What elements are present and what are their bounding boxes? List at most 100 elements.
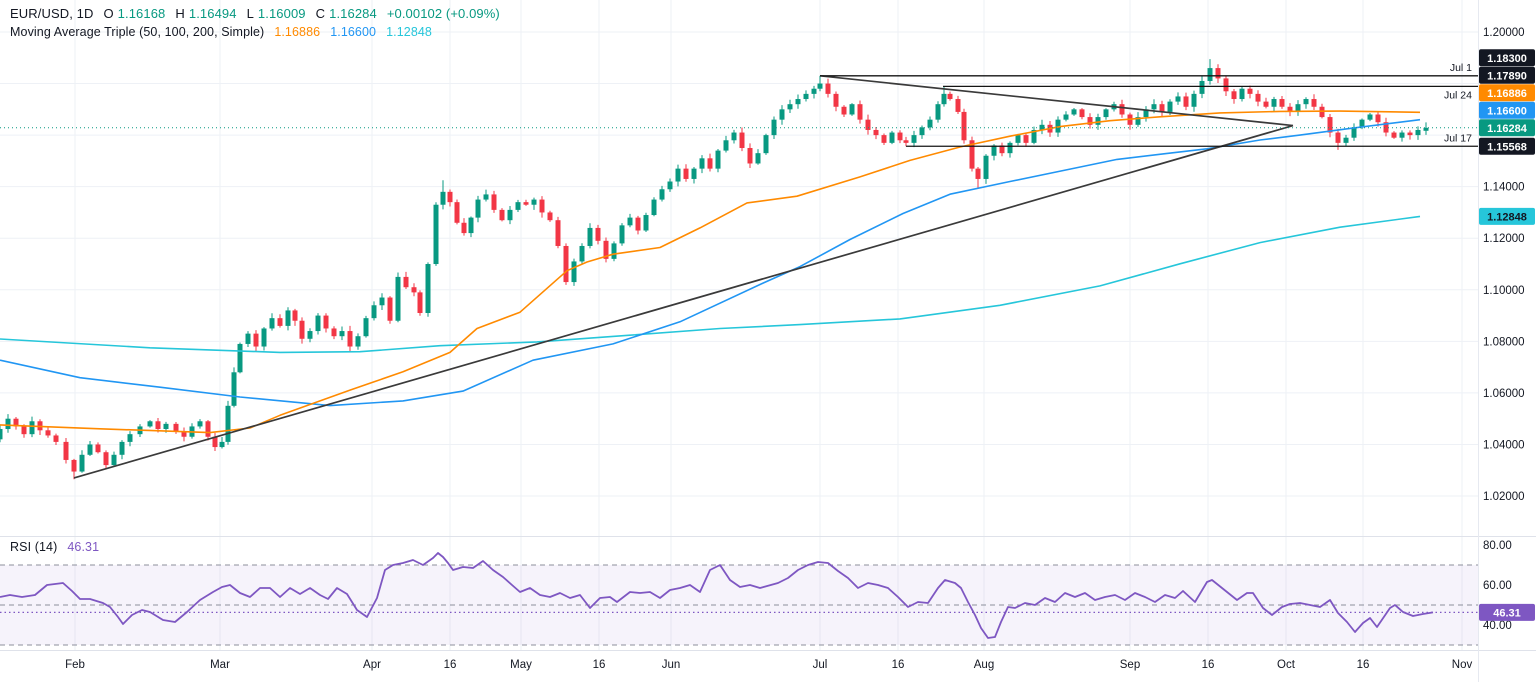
candle-body bbox=[1327, 117, 1333, 133]
price-tick-label: 1.14000 bbox=[1483, 182, 1525, 194]
level-date-label: Jul 24 bbox=[1444, 89, 1472, 101]
price-badge-value: 1.16886 bbox=[1487, 88, 1527, 100]
candle-body bbox=[71, 459, 77, 472]
candle-body bbox=[355, 336, 361, 347]
candle-body bbox=[1199, 80, 1205, 94]
candle-body bbox=[683, 168, 689, 179]
candle-body bbox=[425, 264, 431, 314]
ma200-value: 1.12848 bbox=[386, 25, 432, 39]
candle-body bbox=[417, 292, 423, 314]
candle-body bbox=[1303, 99, 1309, 105]
candle-body bbox=[1151, 104, 1157, 110]
ma-legend[interactable]: Moving Average Triple (50, 100, 200, Sim… bbox=[10, 25, 436, 39]
candle-body bbox=[173, 423, 179, 432]
ma50-value: 1.16886 bbox=[274, 25, 321, 39]
candle-body bbox=[771, 119, 777, 136]
price-tick-label: 1.02000 bbox=[1483, 491, 1525, 503]
candle-body bbox=[45, 430, 51, 436]
candle-body bbox=[237, 343, 243, 373]
candle-body bbox=[787, 104, 793, 110]
candle-body bbox=[739, 132, 745, 149]
price-badge bbox=[1479, 207, 1535, 225]
candle-body bbox=[1087, 117, 1093, 125]
rsi-line[interactable] bbox=[0, 552, 1434, 639]
candle-body bbox=[1031, 129, 1037, 143]
candle-body bbox=[212, 436, 218, 448]
high-label: H bbox=[175, 6, 185, 21]
chart-plot-area[interactable] bbox=[0, 0, 1478, 536]
candle-body bbox=[163, 423, 169, 430]
candle-body bbox=[219, 441, 225, 448]
price-tick-label: 1.20000 bbox=[1483, 27, 1525, 39]
time-axis-label: 16 bbox=[593, 659, 606, 671]
candle-body bbox=[1191, 93, 1197, 107]
candle-body bbox=[897, 132, 903, 141]
low-value: 1.16009 bbox=[257, 6, 306, 21]
candle-body bbox=[1255, 93, 1261, 102]
candle-body bbox=[715, 150, 721, 169]
candle-body bbox=[1023, 135, 1029, 143]
candle-body bbox=[95, 444, 101, 453]
candle-body bbox=[79, 454, 85, 472]
candle-body bbox=[1071, 109, 1077, 115]
candle-body bbox=[983, 155, 989, 179]
ma-50-line[interactable] bbox=[0, 110, 1421, 434]
candle-body bbox=[433, 204, 439, 265]
symbol-title: EUR/USD, 1D bbox=[10, 6, 94, 21]
candle-body bbox=[440, 191, 446, 205]
candle-body bbox=[579, 245, 585, 262]
candle-body bbox=[651, 199, 657, 216]
candle-body bbox=[991, 145, 997, 156]
candle-body bbox=[1239, 88, 1245, 100]
candle-body bbox=[941, 93, 947, 105]
rsi-badge bbox=[1479, 603, 1535, 621]
candle-body bbox=[119, 441, 125, 455]
candle-body bbox=[825, 83, 831, 94]
candle-body bbox=[595, 227, 601, 241]
candle-body bbox=[935, 104, 941, 120]
candle-body bbox=[865, 119, 871, 130]
candle-body bbox=[507, 209, 513, 221]
candle-body bbox=[1095, 117, 1101, 125]
rsi-legend[interactable]: RSI (14) 46.31 bbox=[10, 540, 103, 554]
candle-body bbox=[811, 88, 817, 94]
candle-body bbox=[363, 318, 369, 337]
price-badge bbox=[1479, 101, 1535, 119]
price-badge bbox=[1479, 137, 1535, 155]
price-tick-label: 1.10000 bbox=[1483, 285, 1525, 297]
price-badge bbox=[1479, 119, 1535, 137]
rsi-tick-label: 40.00 bbox=[1483, 620, 1512, 632]
candle-body bbox=[539, 199, 545, 213]
price-badge bbox=[1479, 84, 1535, 102]
candle-body bbox=[975, 168, 981, 179]
time-scale[interactable] bbox=[0, 650, 1536, 682]
trendline-descending[interactable] bbox=[819, 74, 1294, 127]
candle-body bbox=[483, 194, 489, 200]
time-axis-label: May bbox=[510, 659, 532, 671]
price-tick-label: 1.04000 bbox=[1483, 439, 1525, 451]
candle-body bbox=[927, 119, 933, 128]
candle-body bbox=[1143, 109, 1149, 118]
candle-body bbox=[1183, 96, 1189, 107]
candle-body bbox=[731, 132, 737, 141]
candle-body bbox=[1391, 132, 1397, 138]
candle-body bbox=[491, 194, 497, 210]
candle-body bbox=[261, 328, 267, 347]
candle-body bbox=[127, 434, 133, 442]
candle-body bbox=[969, 140, 975, 169]
candle-body bbox=[447, 191, 453, 203]
candle-body bbox=[873, 129, 879, 136]
time-axis-label: Mar bbox=[210, 659, 230, 671]
ma-200-line[interactable] bbox=[0, 215, 1421, 354]
time-axis-label: Oct bbox=[1277, 659, 1296, 671]
trendline-ascending[interactable] bbox=[73, 124, 1294, 479]
candle-body bbox=[587, 227, 593, 246]
candle-body bbox=[1159, 104, 1165, 112]
candle-body bbox=[339, 331, 345, 337]
candle-body bbox=[675, 168, 681, 182]
candle-body bbox=[225, 405, 231, 442]
candle-body bbox=[181, 431, 187, 437]
candle-body bbox=[5, 418, 11, 430]
